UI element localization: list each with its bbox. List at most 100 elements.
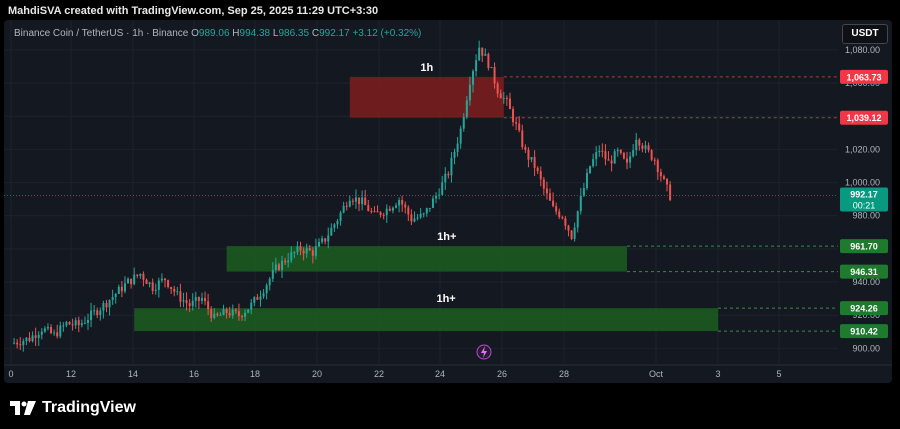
candle-body [170,287,173,289]
candle-body [87,319,89,323]
candle-body [277,264,280,271]
candle-body [65,321,68,326]
candle-body [133,274,136,285]
candle-body [200,298,203,301]
x-tick-label: 20 [312,369,322,379]
candle-body [582,188,585,196]
candle-body [656,160,659,173]
candle-body [595,152,598,160]
y-tick-label: 1,080.00 [845,45,880,55]
candle-body [247,309,250,313]
y-tick-label: 920.00 [852,310,880,320]
candle-body [71,324,74,326]
candle-body [666,178,669,185]
change-value: +3.12 (+0.32%) [352,28,422,39]
candle-body [585,172,588,189]
candle-body [555,206,558,212]
candle-body [567,225,570,231]
candle-body [530,157,533,160]
high-value: 994.38 [239,28,271,39]
currency-button[interactable]: USDT [842,24,888,44]
candle-body [62,325,65,327]
candle-body [293,252,296,254]
chart-panel[interactable]: 900.00920.00940.00960.00980.001,000.001,… [4,20,892,383]
candle-body [77,320,80,326]
candle-body [626,158,628,163]
candle-body [28,337,31,342]
zone-title: 1h+ [437,231,456,243]
candle-body [127,278,130,284]
candle-body [638,139,641,146]
candle-body [191,300,194,307]
candle-body [284,260,287,263]
candle-body [632,150,635,157]
candle-body [512,109,515,123]
candle-body [435,195,438,199]
candle-body [139,273,142,276]
candle-body [213,313,216,319]
candle-body [120,286,123,292]
candle-body [299,246,302,251]
candle-body [662,176,665,179]
candle-body [244,312,247,317]
x-tick-label: 14 [128,369,138,379]
candle-body [358,197,361,205]
zone-price-label: 961.70 [850,242,878,252]
candle-body [250,302,253,310]
candle-body [552,200,555,207]
candle-body [117,286,120,294]
candle-body [650,150,653,160]
candle-body [188,303,191,307]
x-tick-label: Oct [649,369,664,379]
candle-body [361,197,364,205]
grid-layer [4,20,838,363]
x-tick-label: 22 [374,369,384,379]
candle-body [382,214,385,216]
candle-body [468,84,471,101]
candle-body [197,297,200,301]
candle-body [228,313,231,316]
candle-body [182,300,185,302]
candle-body [142,273,145,280]
candle-body [493,67,496,84]
zone-price-tag [840,110,888,125]
candle-body [256,297,259,300]
candle-body [373,211,376,213]
candle-body [56,332,59,337]
candle-body [370,210,373,212]
x-tick-label: 5 [776,369,781,379]
zone-price-tag [840,264,888,279]
candle-body [527,149,530,160]
price-chart[interactable]: 900.00920.00940.00960.00980.001,000.001,… [4,20,892,383]
candle-body [34,335,37,338]
candle-body [456,143,459,152]
y-tick-label: 980.00 [852,211,880,221]
candle-body [395,205,397,208]
candle-body [653,159,656,161]
candle-body [413,218,416,222]
candle-body [388,208,391,211]
x-tick-label: 24 [435,369,445,379]
low-label: L [272,28,279,39]
candle-body [376,211,379,213]
tradingview-logo[interactable]: TradingView [10,398,136,418]
candle-body [459,128,462,144]
candle-body [157,280,160,290]
candle-body [336,220,339,225]
candle-body [425,208,428,214]
candle-body [219,314,222,316]
lightning-icon[interactable] [476,344,492,360]
candle-body [148,282,151,285]
candle-body [545,188,548,194]
candle-body [274,264,277,270]
symbol-name[interactable]: Binance Coin / TetherUS · 1h · Binance [14,28,189,39]
candle-body [308,248,311,251]
candle-body [465,100,468,117]
candle-body [225,308,228,314]
candle-body [207,301,210,310]
low-value: 986.35 [278,28,310,39]
candle-body [83,322,86,324]
high-label: H [232,28,240,39]
candle-body [259,296,262,300]
candle-body [68,321,71,325]
